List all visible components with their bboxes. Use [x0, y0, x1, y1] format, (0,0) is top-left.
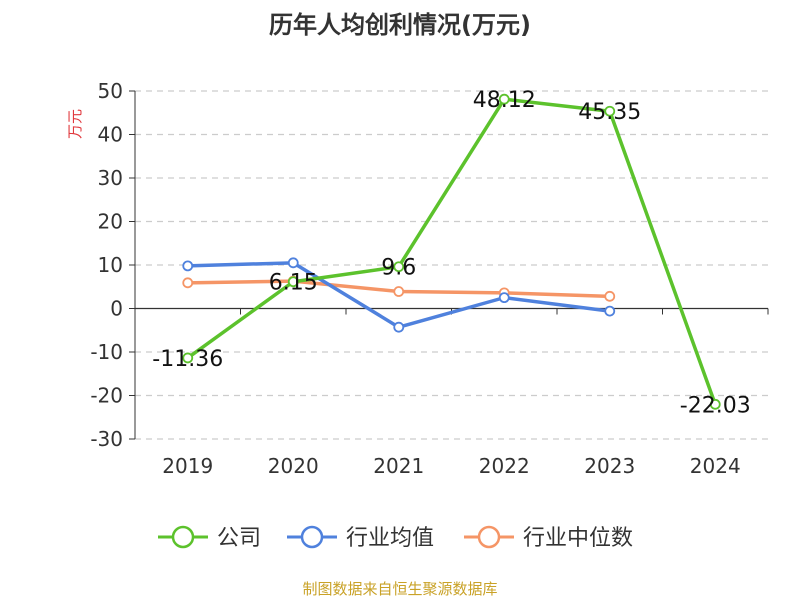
- x-tick-label: 2022: [479, 454, 530, 478]
- data-point[interactable]: [604, 305, 616, 317]
- legend-swatch-marker: [477, 525, 501, 549]
- data-point[interactable]: [287, 257, 299, 269]
- data-point[interactable]: [182, 260, 194, 272]
- legend[interactable]: 公司 行业均值 行业中位数: [158, 525, 633, 551]
- y-axis-label: 万元: [66, 109, 84, 139]
- x-tick-label: 2020: [268, 454, 319, 478]
- data-label: -11.36: [152, 347, 223, 372]
- y-tick-label: -20: [90, 384, 123, 408]
- y-tick-label: -30: [90, 427, 123, 451]
- legend-swatch-marker: [300, 525, 324, 549]
- data-label: -22.03: [680, 393, 751, 418]
- x-tick-label: 2024: [690, 454, 741, 478]
- legend-label: 行业均值: [346, 526, 434, 551]
- legend-item[interactable]: 公司: [158, 525, 261, 551]
- axes: 50 40 30 20 10 0 -10 -20 -30 2019 2020 2021 2022 2023…: [90, 79, 769, 478]
- data-point[interactable]: [604, 105, 616, 117]
- data-label: 9.6: [381, 256, 416, 281]
- data-label: 45.35: [578, 100, 641, 125]
- y-tick-label: 20: [98, 210, 123, 234]
- source-note: 制图数据来自恒生聚源数据库: [302, 580, 497, 598]
- y-tick-label: 50: [98, 79, 123, 103]
- data-label: 48.12: [473, 88, 536, 113]
- data-point[interactable]: [709, 398, 721, 410]
- data-point[interactable]: [393, 321, 405, 333]
- data-point[interactable]: [393, 261, 405, 273]
- y-tick-label: 10: [98, 253, 123, 277]
- data-point[interactable]: [498, 93, 510, 105]
- x-tick-label: 2023: [584, 454, 635, 478]
- x-tick-label: 2021: [373, 454, 424, 478]
- data-point[interactable]: [604, 290, 616, 302]
- legend-item[interactable]: 行业中位数: [464, 525, 633, 551]
- data-point[interactable]: [182, 277, 194, 289]
- legend-swatch-marker: [171, 525, 195, 549]
- chart-title: 历年人均创利情况(万元): [269, 11, 531, 39]
- x-tick-label: 2019: [162, 454, 213, 478]
- data-point[interactable]: [393, 286, 405, 297]
- legend-label: 公司: [217, 526, 261, 551]
- data-point[interactable]: [287, 276, 299, 288]
- y-tick-label: 0: [110, 297, 123, 321]
- data-point[interactable]: [182, 352, 194, 364]
- data-point[interactable]: [498, 292, 510, 304]
- y-tick-label: 40: [98, 123, 123, 147]
- y-tick-label: -10: [90, 340, 123, 364]
- series-line: [186, 97, 717, 405]
- series-lines: [182, 93, 721, 410]
- data-label: 6.15: [269, 271, 318, 296]
- y-tick-label: 30: [98, 166, 123, 190]
- legend-label: 行业中位数: [523, 526, 633, 551]
- data-labels: -11.36 6.15 9.6 48.12 45.35 -22.03: [152, 88, 750, 418]
- legend-item[interactable]: 行业均值: [287, 525, 434, 551]
